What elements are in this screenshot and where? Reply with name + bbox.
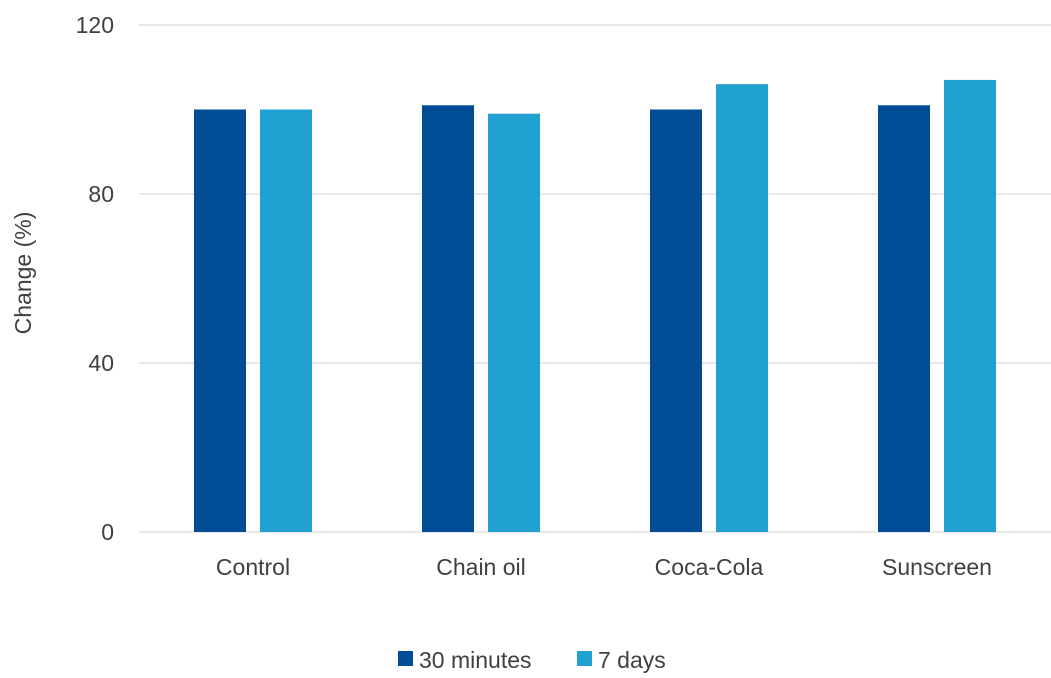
- bar-30-minutes-sunscreen: [878, 105, 930, 533]
- bar-7-days-coca-cola: [716, 84, 768, 533]
- bar-7-days-sunscreen: [944, 79, 996, 533]
- y-axis-ticks: 0 40 80 120: [76, 12, 114, 545]
- x-category-label: Chain oil: [436, 554, 526, 580]
- x-axis-labels: Control Chain oil Coca-Cola Sunscreen: [216, 554, 992, 580]
- bar-7-days-chain-oil: [488, 113, 540, 532]
- bar-7-days-control: [260, 109, 312, 532]
- legend-label: 30 minutes: [419, 647, 532, 673]
- legend-label: 7 days: [598, 647, 666, 673]
- bar-30-minutes-chain-oil: [422, 105, 474, 533]
- y-tick-label: 80: [88, 181, 114, 207]
- y-tick-label: 120: [76, 12, 114, 38]
- x-category-label: Sunscreen: [882, 554, 992, 580]
- legend-swatch: [577, 651, 592, 666]
- y-tick-label: 0: [101, 519, 114, 545]
- bar-30-minutes-coca-cola: [650, 109, 702, 532]
- y-tick-label: 40: [88, 350, 114, 376]
- bar-30-minutes-control: [194, 109, 246, 532]
- y-axis-title: Change (%): [10, 212, 36, 335]
- x-category-label: Coca-Cola: [655, 554, 764, 580]
- bars: [194, 79, 996, 533]
- legend-swatch: [398, 651, 413, 666]
- x-category-label: Control: [216, 554, 290, 580]
- legend: 30 minutes 7 days: [398, 647, 666, 673]
